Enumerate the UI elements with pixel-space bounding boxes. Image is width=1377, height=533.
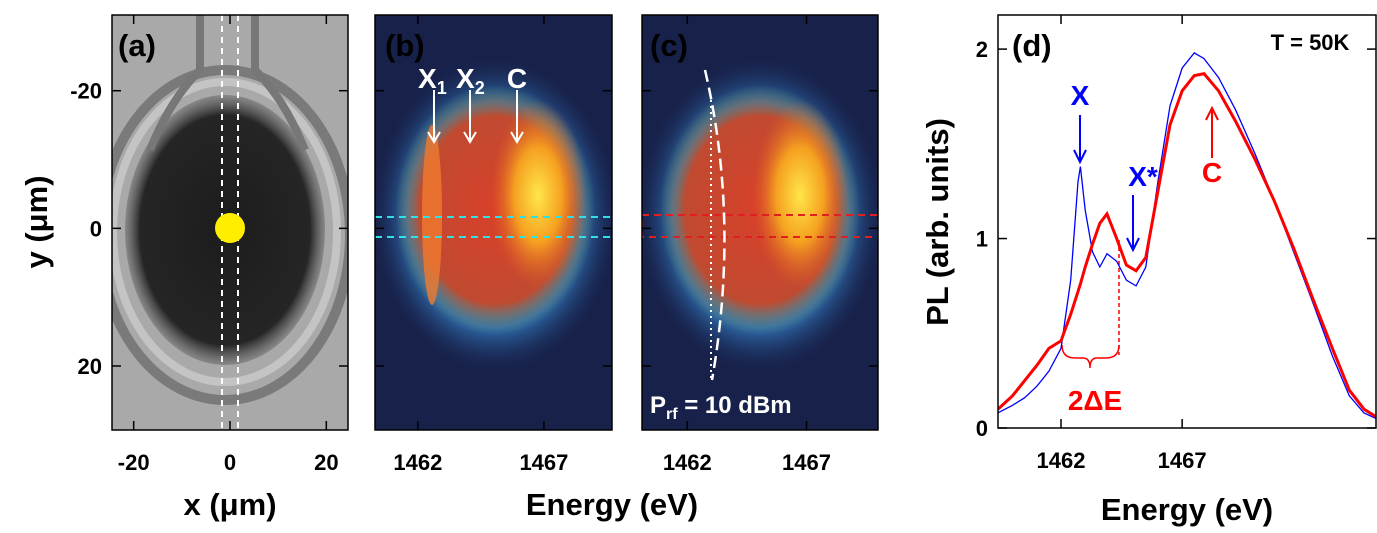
panel-label: (b) xyxy=(385,28,425,63)
pl-map xyxy=(642,15,878,430)
annotation-text: X xyxy=(418,63,437,94)
pl-curve xyxy=(998,52,1376,420)
x-tick-label: 0 xyxy=(224,450,236,475)
x-tick-label: 20 xyxy=(314,450,338,475)
x-axis-label: x (μm) xyxy=(183,487,276,522)
y-tick-label: 20 xyxy=(78,354,102,379)
microscope-image xyxy=(112,15,348,430)
annotation: X1 xyxy=(418,63,447,98)
annotation: C xyxy=(1202,157,1222,188)
pl-curve xyxy=(998,72,1376,418)
x-axis-label: Energy (eV) xyxy=(1101,492,1273,527)
annotation-text: P xyxy=(650,392,666,419)
annotation-sub: 1 xyxy=(437,78,447,98)
annotation-sub: rf xyxy=(666,406,678,423)
plot-area xyxy=(998,52,1376,420)
pl-map xyxy=(375,15,612,430)
annotation: 2ΔE xyxy=(1068,385,1122,416)
axes-frame xyxy=(641,14,879,431)
y-tick-label: 1 xyxy=(976,227,988,252)
y-tick-label: 0 xyxy=(976,416,988,441)
annotation: X2 xyxy=(456,63,485,98)
axes-frame xyxy=(997,14,1377,429)
panel-label: (d) xyxy=(1012,28,1052,63)
y-tick-label: -20 xyxy=(70,79,102,104)
y-tick-label: 0 xyxy=(90,216,102,241)
annotation-text: = 10 dBm xyxy=(678,392,792,419)
x-tick-label: 1467 xyxy=(519,450,568,475)
y-tick-label: 2 xyxy=(976,37,988,62)
annotation-text: X xyxy=(456,63,475,94)
annotation: X* xyxy=(1128,161,1158,192)
x-tick-label: 1467 xyxy=(782,450,831,475)
panel-label: (c) xyxy=(650,28,688,63)
y-axis-label: y (μm) xyxy=(19,175,54,268)
annotation: C xyxy=(507,63,527,94)
panel-label: (a) xyxy=(118,28,156,63)
x-tick-label: 1462 xyxy=(663,450,712,475)
annotation: Prf = 10 dBm xyxy=(650,392,792,423)
annotation: T = 50K xyxy=(1271,30,1350,55)
y-axis-label: PL (arb. units) xyxy=(920,118,955,326)
annotation-marks xyxy=(1061,105,1219,369)
annotation-sub: 2 xyxy=(475,78,485,98)
x-tick-label: -20 xyxy=(118,450,150,475)
x-tick-label: 1462 xyxy=(393,450,442,475)
axes-frame xyxy=(374,14,613,431)
x-tick-label: 1462 xyxy=(1037,448,1086,473)
x-tick-label: 1467 xyxy=(1158,448,1207,473)
x-axis-label: Energy (eV) xyxy=(526,487,698,522)
annotation: X xyxy=(1071,80,1090,111)
